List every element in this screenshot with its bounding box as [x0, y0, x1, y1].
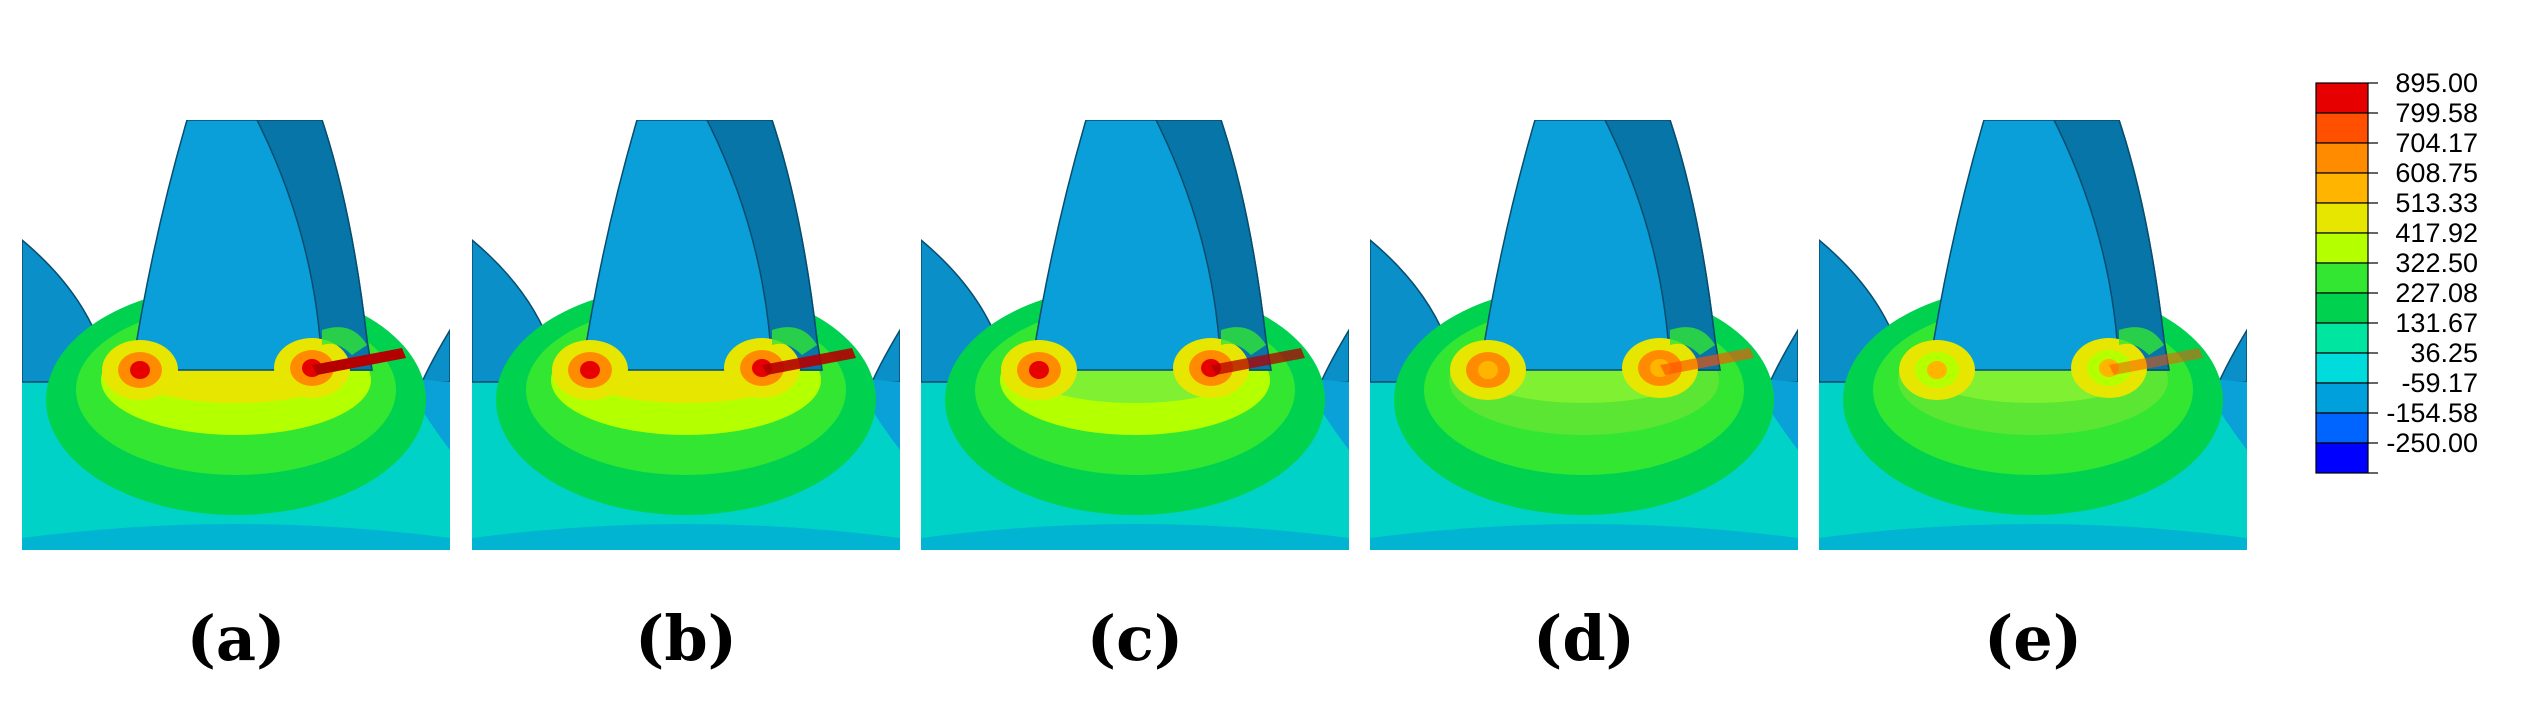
rim-bottom: [1819, 524, 2247, 550]
contact-band: [1211, 348, 1305, 375]
contour-panels: (a) (b) (c) (d) (e): [22, 120, 2247, 675]
root-stress-peak: [1927, 361, 1947, 379]
legend-value: 131.67: [2395, 308, 2478, 338]
contact-band: [762, 348, 856, 375]
contact-band: [1660, 348, 1754, 375]
legend-value: -154.58: [2386, 398, 2478, 428]
root-stress-peak: [1029, 361, 1049, 379]
root-stress-peak: [580, 361, 600, 379]
legend-value: 227.08: [2395, 278, 2478, 308]
rim-bottom: [472, 524, 900, 550]
flank-contour: [2119, 327, 2164, 355]
panel-label: (e): [1984, 602, 2082, 675]
right-tooth: [1768, 328, 1798, 383]
legend-value: 704.17: [2395, 128, 2478, 158]
legend-swatch: [2315, 382, 2369, 414]
legend-value: 513.33: [2395, 188, 2478, 218]
legend-value: -250.00: [2386, 428, 2478, 458]
legend-swatch: [2315, 142, 2369, 174]
panel-label: (a): [187, 602, 286, 675]
tooth-flank: [256, 120, 373, 371]
legend-swatch: [2315, 112, 2369, 144]
legend-swatch: [2315, 172, 2369, 204]
legend-swatch: [2315, 232, 2369, 264]
flank-contour: [322, 327, 367, 355]
root-stress-peak: [130, 361, 150, 379]
legend-swatch: [2315, 82, 2369, 114]
legend-value: 322.50: [2395, 248, 2478, 278]
tooth-flank: [2053, 120, 2170, 371]
contour-panel: [472, 120, 900, 550]
panel-label: (d): [1533, 602, 1635, 675]
right-tooth: [870, 328, 900, 383]
tooth-flank: [1604, 120, 1721, 371]
legend-value: 895.00: [2395, 68, 2478, 98]
right-tooth: [2217, 328, 2247, 383]
flank-contour: [1670, 327, 1715, 355]
legend-swatch: [2315, 202, 2369, 234]
color-legend: 895.00799.58704.17608.75513.33417.92322.…: [2315, 68, 2478, 474]
root-stress-peak: [1478, 361, 1498, 379]
legend-swatch: [2315, 322, 2369, 354]
contact-band: [312, 348, 406, 375]
rim-bottom: [1370, 524, 1798, 550]
flank-contour: [772, 327, 817, 355]
flank-contour: [1221, 327, 1266, 355]
right-tooth: [1319, 328, 1349, 383]
legend-value: 799.58: [2395, 98, 2478, 128]
tooth-flank: [706, 120, 823, 371]
right-tooth: [420, 328, 450, 383]
contact-band: [2109, 348, 2203, 375]
rim-bottom: [22, 524, 450, 550]
legend-value: -59.17: [2401, 368, 2478, 398]
contour-panel: [1370, 120, 1798, 550]
panel-label: (b): [635, 602, 737, 675]
legend-value: 36.25: [2410, 338, 2478, 368]
contour-panel: [921, 120, 1349, 550]
legend-swatch: [2315, 442, 2369, 474]
legend-swatch: [2315, 262, 2369, 294]
panel-label: (c): [1087, 602, 1183, 675]
contour-panel: [1819, 120, 2247, 550]
legend-value: 608.75: [2395, 158, 2478, 188]
tooth-flank: [1155, 120, 1272, 371]
rim-bottom: [921, 524, 1349, 550]
legend-swatch: [2315, 292, 2369, 324]
legend-swatch: [2315, 412, 2369, 444]
legend-value: 417.92: [2395, 218, 2478, 248]
legend-swatch: [2315, 352, 2369, 384]
contour-panel: [22, 120, 450, 550]
